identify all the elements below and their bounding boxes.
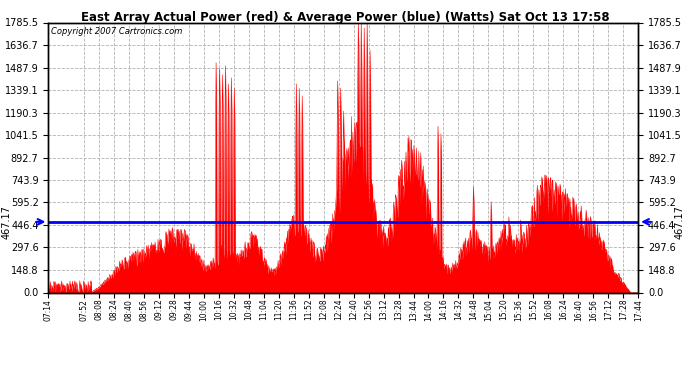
Text: Copyright 2007 Cartronics.com: Copyright 2007 Cartronics.com [51,27,183,36]
Text: East Array Actual Power (red) & Average Power (blue) (Watts) Sat Oct 13 17:58: East Array Actual Power (red) & Average … [81,11,609,24]
Text: 467.17: 467.17 [675,205,684,239]
Text: 467.17: 467.17 [2,205,12,239]
